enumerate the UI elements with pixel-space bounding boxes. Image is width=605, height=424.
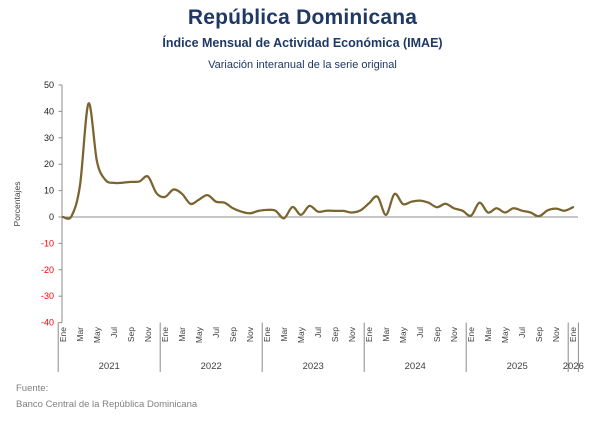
x-tick-label: Mar xyxy=(75,327,85,342)
year-label: 2023 xyxy=(303,361,324,372)
x-axis-labels: Ene Mar May Jul Sep Nov 2021 Ene Mar May Jul Sep Nov… xyxy=(57,322,584,372)
page-title: República Dominicana xyxy=(187,6,418,29)
x-tick-label: Jul xyxy=(415,327,425,338)
x-tick-label: Nov xyxy=(449,326,459,342)
y-axis-title: Porcentajes xyxy=(12,182,22,227)
y-tick-label: 20 xyxy=(44,159,54,169)
x-tick-label: Sep xyxy=(228,327,238,342)
x-tick-label: May xyxy=(398,326,408,343)
x-tick-label: Nov xyxy=(143,326,153,342)
source-block: Fuente: Banco Central de la República Do… xyxy=(16,381,197,413)
x-tick-label: Sep xyxy=(330,327,340,342)
x-tick-label: Mar xyxy=(483,327,493,342)
y-tick-label: -30 xyxy=(41,291,54,301)
y-tick-label: -10 xyxy=(41,238,54,248)
x-tick-label: Ene xyxy=(568,327,578,342)
x-tick-label: May xyxy=(296,326,306,343)
y-tick-label: 10 xyxy=(44,186,54,196)
x-tick-label: Ene xyxy=(160,327,170,342)
x-tick-label: Jul xyxy=(313,327,323,338)
x-tick-label: Nov xyxy=(245,326,255,342)
y-tick-label: 0 xyxy=(49,212,54,222)
page-subtitle: Índice Mensual de Actividad Económica (I… xyxy=(162,36,443,50)
x-tick-label: May xyxy=(500,326,510,343)
imae-series-path xyxy=(61,102,575,220)
x-tick-label: Jul xyxy=(109,327,119,338)
x-tick-label: Mar xyxy=(279,327,289,342)
chart-title: Variación interanual de la serie origina… xyxy=(208,59,397,71)
x-tick-label: Mar xyxy=(381,327,391,342)
year-label: 2026 xyxy=(563,361,584,372)
x-tick-label: May xyxy=(92,326,102,343)
x-tick-label: Nov xyxy=(551,326,561,342)
year-label: 2024 xyxy=(405,361,426,372)
y-tick-label: -20 xyxy=(41,265,54,275)
source-label: Fuente: xyxy=(16,383,49,394)
imae-line-chart: Porcentajes 50 40 30 20 10 0 -10 -20 -30 -40 Ene M… xyxy=(12,80,584,372)
y-tick-label: 50 xyxy=(44,80,54,90)
x-tick-label: Sep xyxy=(432,327,442,342)
x-tick-label: Ene xyxy=(364,327,374,342)
x-tick-label: Ene xyxy=(466,327,476,342)
source-name: Banco Central de la República Dominicana xyxy=(16,399,198,410)
year-label: 2022 xyxy=(201,361,222,372)
year-label: 2025 xyxy=(507,361,528,372)
x-tick-label: Jul xyxy=(211,327,221,338)
x-tick-label: Mar xyxy=(177,327,187,342)
x-tick-label: Ene xyxy=(262,327,272,342)
y-tick-label: 30 xyxy=(44,133,54,143)
x-tick-label: Sep xyxy=(126,327,136,342)
x-tick-label: Jul xyxy=(517,327,527,338)
chart-axes: 50 40 30 20 10 0 -10 -20 -30 -40 xyxy=(41,80,578,328)
data-line xyxy=(61,102,575,220)
y-tick-label: -40 xyxy=(41,318,54,328)
x-tick-label: May xyxy=(194,326,204,343)
y-tick-label: 40 xyxy=(44,106,54,116)
x-tick-label: Sep xyxy=(534,327,544,342)
x-tick-label: Nov xyxy=(347,326,357,342)
x-tick-label: Ene xyxy=(58,327,68,342)
year-label: 2021 xyxy=(99,361,120,372)
